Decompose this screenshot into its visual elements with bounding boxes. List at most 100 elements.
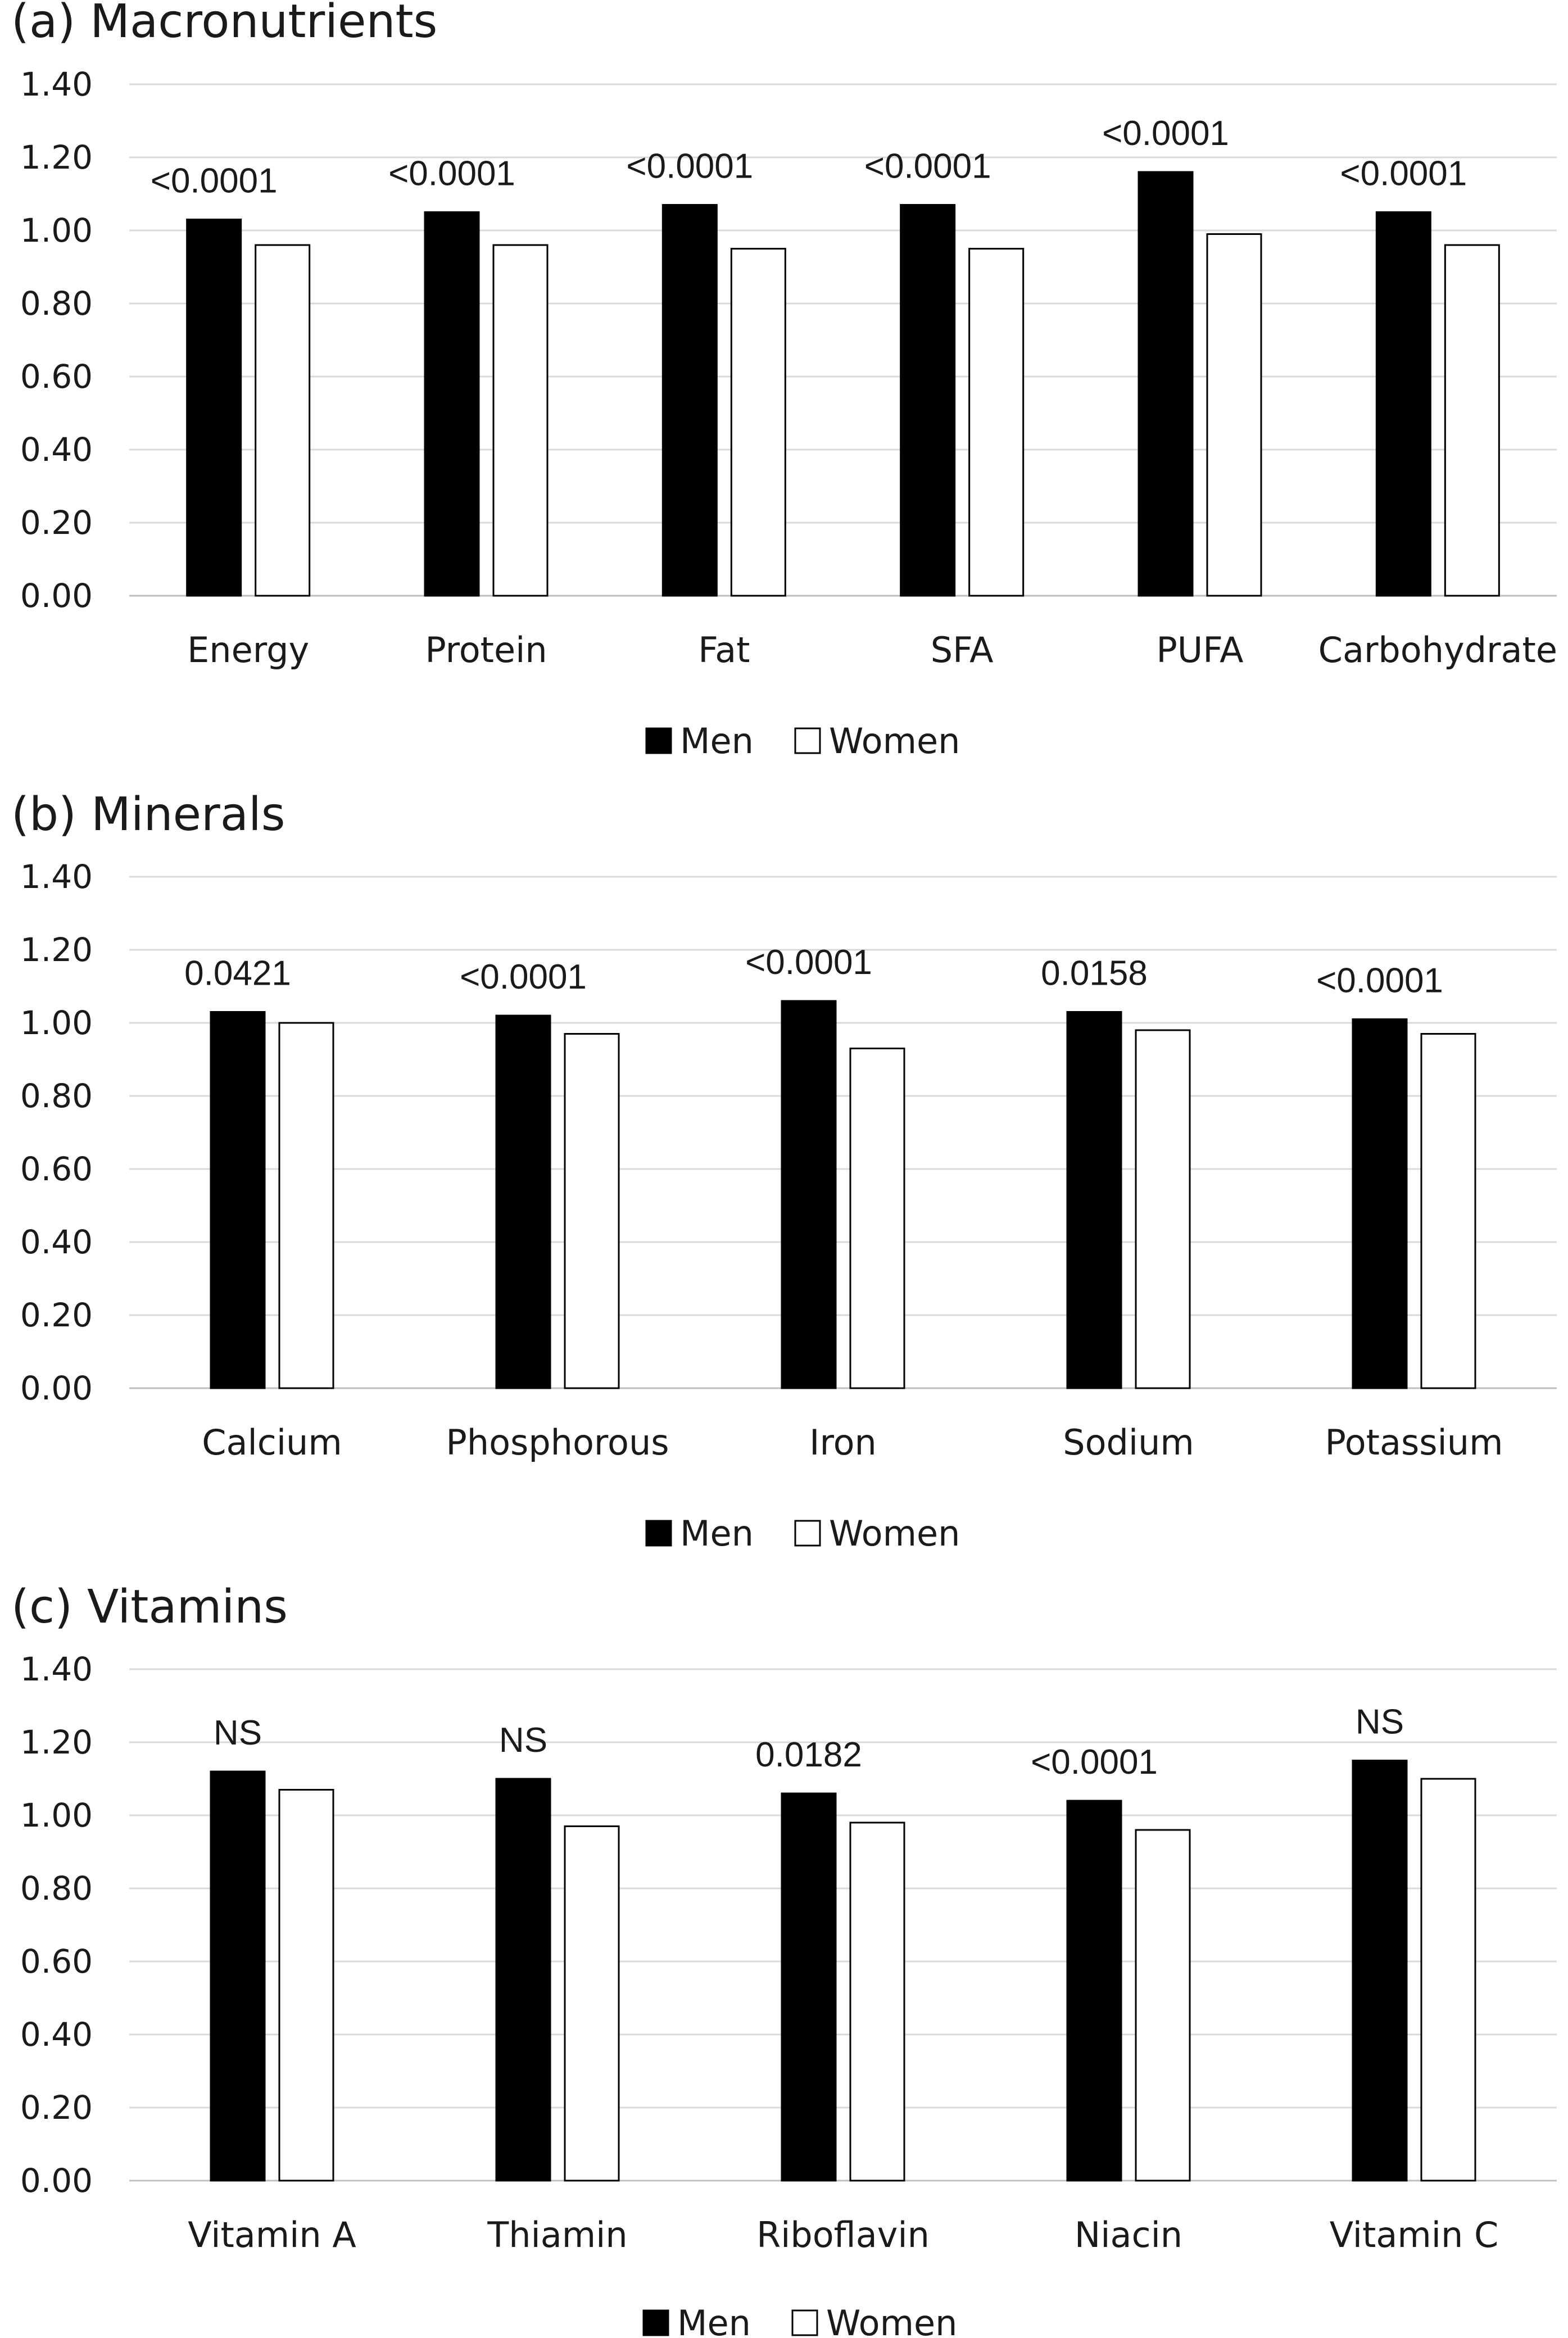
bar-men xyxy=(1138,171,1194,597)
bar-women xyxy=(278,1022,334,1389)
y-tick-label: 0.00 xyxy=(20,2162,93,2200)
legend-swatch-men xyxy=(642,2309,669,2336)
panel-title: (b) Minerals xyxy=(11,788,285,841)
legend-label: Women xyxy=(826,2303,957,2338)
bar-women xyxy=(1444,244,1500,597)
p-value-label: NS xyxy=(214,1714,262,1752)
bar-women xyxy=(730,248,786,597)
p-value-label: <0.0001 xyxy=(864,147,991,186)
bar-men xyxy=(900,204,956,597)
legend: Men Women xyxy=(642,2303,957,2338)
bar-women xyxy=(1206,233,1262,597)
y-tick-label: 0.40 xyxy=(20,2015,93,2054)
bar-women xyxy=(849,1048,905,1389)
p-value-label: 0.0421 xyxy=(184,954,291,993)
p-value-label: 0.0158 xyxy=(1041,954,1148,993)
bar-women xyxy=(968,248,1025,597)
category-label: Energy xyxy=(187,629,309,670)
legend-label: Men xyxy=(680,721,754,762)
legend: Men Women xyxy=(645,1513,960,1554)
category-label: Phosphorous xyxy=(446,1422,669,1463)
y-tick-label: 0.20 xyxy=(20,2088,93,2127)
legend-label: Men xyxy=(680,1513,754,1554)
p-value-label: 0.0182 xyxy=(755,1736,862,1774)
category-label: Potassium xyxy=(1325,1422,1503,1463)
y-tick-label: 0.20 xyxy=(20,504,93,542)
y-tick-label: 0.00 xyxy=(20,577,93,615)
panel-title: (a) Macronutrients xyxy=(11,0,437,48)
bar-men xyxy=(495,1014,551,1389)
y-tick-label: 0.60 xyxy=(20,1150,93,1188)
legend-swatch-women xyxy=(794,727,821,754)
category-label: Calcium xyxy=(202,1422,342,1463)
category-label: Fat xyxy=(698,629,750,670)
legend: Men Women xyxy=(645,721,960,762)
bar-women xyxy=(492,244,549,597)
bar-men xyxy=(186,219,242,597)
bar-men xyxy=(424,211,480,597)
y-tick-label: 1.20 xyxy=(20,931,93,969)
y-tick-label: 1.20 xyxy=(20,1723,93,1761)
legend-swatch-women xyxy=(791,2309,818,2336)
category-label: Protein xyxy=(425,629,547,670)
y-tick-label: 1.00 xyxy=(20,211,93,250)
bar-women xyxy=(1420,1778,1476,2182)
category-label: Carbohydrate xyxy=(1318,629,1557,670)
bar-men xyxy=(781,1792,837,2182)
p-value-label: <0.0001 xyxy=(1031,1743,1158,1782)
p-value-label: <0.0001 xyxy=(151,162,278,201)
category-label: Vitamin C xyxy=(1330,2214,1499,2255)
category-label: PUFA xyxy=(1156,629,1243,670)
p-value-label: NS xyxy=(499,1721,547,1760)
legend-swatch-women xyxy=(794,1520,821,1547)
y-tick-label: 0.80 xyxy=(20,1077,93,1115)
panel-title: (c) Vitamins xyxy=(11,1580,288,1634)
category-label: Sodium xyxy=(1063,1422,1194,1463)
p-value-label: <0.0001 xyxy=(1316,962,1443,1000)
bar-women xyxy=(1135,1029,1191,1389)
y-tick-label: 0.60 xyxy=(20,357,93,396)
y-tick-label: 0.40 xyxy=(20,431,93,469)
legend-label: Men xyxy=(677,2303,751,2338)
y-tick-label: 0.00 xyxy=(20,1369,93,1407)
p-value-label: <0.0001 xyxy=(626,147,753,186)
category-label: Vitamin A xyxy=(188,2214,356,2255)
p-value-label: NS xyxy=(1356,1703,1404,1742)
y-tick-label: 1.40 xyxy=(20,65,93,103)
legend-label: Women xyxy=(829,1513,960,1554)
p-value-label: <0.0001 xyxy=(388,155,515,193)
panel-minerals: (b) Minerals 0.00 0.20 0.40 0.60 0.80 1.00 1.20… xyxy=(11,788,1557,1554)
bar-men xyxy=(495,1778,551,2182)
y-tick-label: 0.60 xyxy=(20,1942,93,1981)
bar-men xyxy=(781,1000,837,1389)
category-label: Iron xyxy=(809,1422,877,1463)
bar-men xyxy=(210,1770,266,2182)
bar-women xyxy=(564,1033,620,1389)
bar-men xyxy=(1352,1018,1408,1389)
bar-women xyxy=(564,1825,620,2182)
bar-men xyxy=(1375,211,1431,597)
bar-women xyxy=(1135,1829,1191,2182)
bar-women xyxy=(255,244,311,597)
p-value-label: <0.0001 xyxy=(460,958,587,996)
y-tick-label: 1.00 xyxy=(20,1004,93,1042)
legend-label: Women xyxy=(829,721,960,762)
p-value-label: <0.0001 xyxy=(745,943,872,982)
bar-men xyxy=(1066,1800,1122,2182)
legend-swatch-men xyxy=(645,1520,672,1547)
y-tick-label: 0.20 xyxy=(20,1296,93,1334)
y-tick-label: 1.00 xyxy=(20,1796,93,1834)
panel-macronutrients: (a) Macronutrients 0.00 0.20 0.40 0.60 0.80 1.… xyxy=(11,0,1557,762)
p-value-label: <0.0001 xyxy=(1340,155,1467,193)
bar-women xyxy=(1420,1033,1476,1389)
y-tick-label: 1.20 xyxy=(20,138,93,176)
y-tick-label: 1.40 xyxy=(20,858,93,896)
y-tick-label: 0.40 xyxy=(20,1223,93,1261)
category-label: Riboflavin xyxy=(756,2214,930,2255)
bar-women xyxy=(278,1789,334,2182)
p-value-label: <0.0001 xyxy=(1102,114,1229,153)
panel-vitamins: (c) Vitamins 0.00 0.20 0.40 0.60 0.80 1.00 1.20… xyxy=(11,1580,1557,2338)
bar-men xyxy=(1066,1011,1122,1389)
y-tick-label: 0.80 xyxy=(20,1869,93,1907)
category-label: SFA xyxy=(931,629,994,670)
